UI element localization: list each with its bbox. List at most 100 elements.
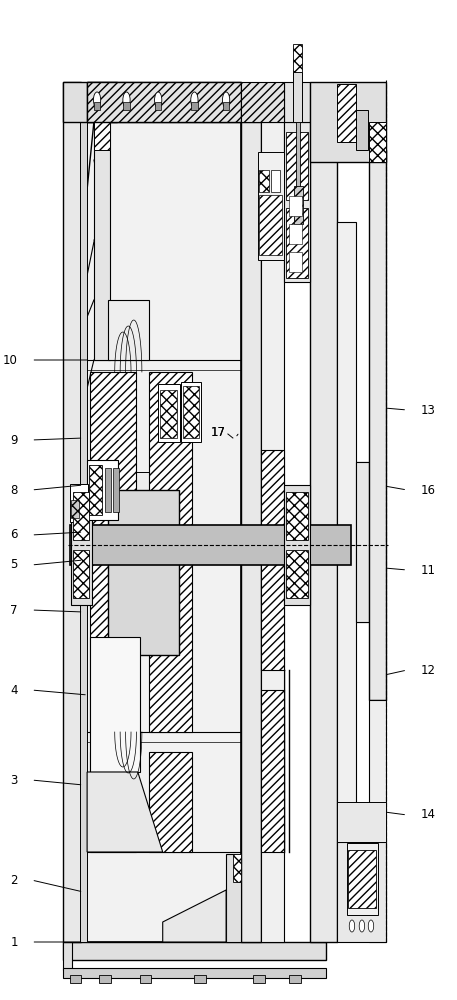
Bar	[101, 472, 186, 620]
Bar	[94, 102, 100, 110]
Bar	[63, 968, 326, 978]
Bar	[288, 196, 302, 216]
Text: 16: 16	[421, 484, 436, 496]
Text: 17: 17	[211, 426, 226, 438]
Bar	[286, 132, 308, 200]
Circle shape	[154, 92, 162, 108]
Bar	[90, 637, 140, 772]
Bar	[90, 372, 136, 732]
Bar	[108, 490, 179, 655]
Bar	[94, 122, 110, 150]
Text: 6: 6	[11, 528, 18, 542]
Polygon shape	[87, 772, 163, 852]
Bar	[223, 102, 229, 110]
Bar	[337, 802, 386, 842]
Bar	[310, 82, 386, 162]
Bar	[356, 110, 368, 150]
Bar	[183, 386, 199, 438]
Text: 14: 14	[421, 808, 436, 822]
Bar	[70, 525, 351, 565]
Bar	[259, 195, 282, 255]
Circle shape	[191, 92, 198, 108]
Text: 13: 13	[421, 403, 436, 416]
Bar	[63, 82, 81, 942]
Bar	[158, 384, 180, 442]
Bar	[348, 850, 377, 908]
Bar	[70, 484, 88, 522]
Circle shape	[368, 920, 374, 932]
Text: 10: 10	[3, 354, 18, 366]
Bar	[90, 465, 102, 515]
Text: 12: 12	[421, 664, 436, 676]
Bar	[293, 44, 302, 72]
Bar	[233, 854, 241, 882]
Bar	[253, 975, 265, 983]
Circle shape	[123, 92, 130, 108]
Bar	[284, 82, 310, 122]
Bar	[288, 224, 302, 244]
Bar	[261, 450, 284, 670]
Bar	[191, 102, 197, 110]
Bar	[293, 72, 302, 122]
Bar	[105, 468, 111, 512]
Bar	[155, 102, 161, 110]
Bar	[261, 690, 284, 852]
Bar	[71, 500, 80, 518]
Bar	[73, 492, 90, 540]
Bar	[63, 942, 326, 960]
Bar	[63, 942, 72, 970]
Text: 3: 3	[11, 774, 18, 786]
Bar	[259, 170, 269, 192]
Bar	[149, 372, 192, 732]
Text: 8: 8	[11, 484, 18, 496]
Bar	[241, 82, 284, 122]
Bar	[286, 492, 308, 540]
Circle shape	[93, 92, 101, 108]
Bar	[181, 382, 201, 442]
Text: 11: 11	[421, 564, 436, 576]
Bar	[284, 485, 310, 605]
Bar	[284, 122, 310, 282]
Bar	[294, 186, 303, 224]
Bar	[286, 550, 308, 598]
Circle shape	[359, 920, 365, 932]
Bar	[108, 300, 149, 360]
Bar	[271, 170, 281, 192]
Text: 5: 5	[11, 558, 18, 572]
Bar	[87, 82, 241, 122]
Text: 7: 7	[11, 603, 18, 616]
Text: 1: 1	[11, 936, 18, 948]
Bar	[347, 843, 378, 915]
Bar	[369, 122, 386, 162]
Bar	[140, 975, 151, 983]
Bar	[356, 462, 369, 622]
Bar	[113, 468, 119, 512]
Bar	[258, 152, 284, 260]
Bar	[149, 752, 192, 852]
Text: 17: 17	[211, 426, 226, 438]
Bar	[241, 122, 261, 942]
Bar	[369, 150, 386, 700]
Bar	[226, 854, 241, 942]
Bar	[289, 975, 301, 983]
Bar	[99, 975, 111, 983]
Bar	[90, 752, 136, 852]
Bar	[63, 82, 117, 122]
Bar	[94, 122, 110, 360]
Bar	[286, 208, 308, 278]
Bar	[87, 460, 118, 520]
Bar	[310, 122, 337, 942]
Circle shape	[223, 92, 230, 108]
Bar	[80, 122, 87, 942]
Bar	[296, 122, 300, 190]
Bar	[337, 842, 386, 942]
Bar	[288, 252, 302, 272]
Bar	[71, 485, 92, 605]
Bar	[70, 975, 81, 983]
Bar	[337, 222, 356, 842]
Bar	[87, 122, 241, 942]
Polygon shape	[163, 890, 226, 942]
Bar	[159, 390, 177, 438]
Bar	[87, 82, 241, 122]
Bar	[73, 550, 90, 598]
